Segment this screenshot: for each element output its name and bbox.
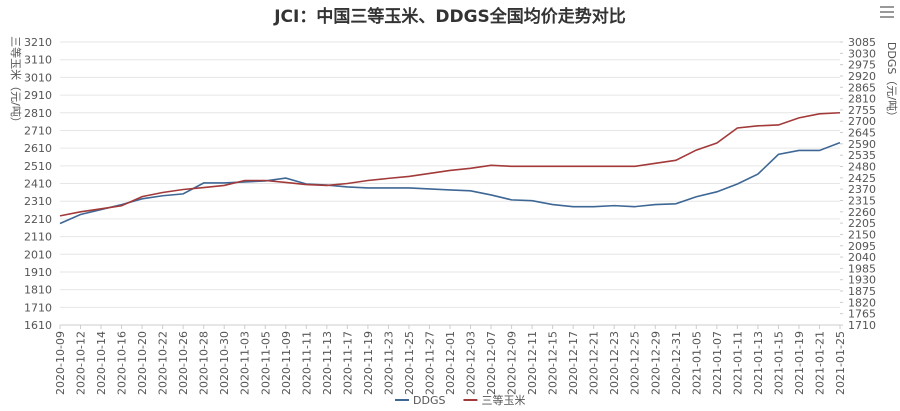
y-tick-label: 2710	[24, 124, 52, 137]
x-tick-label: 2020-10-09	[54, 331, 67, 395]
y2-tick-label: 2315	[848, 194, 876, 207]
y2-tick-label: 2480	[848, 161, 876, 174]
x-tick-label: 2020-11-03	[239, 331, 252, 395]
y-axis-label: 三等玉米（元/吨）	[9, 36, 23, 128]
x-tick-label: 2020-12-23	[608, 331, 621, 395]
menu-bar	[880, 16, 894, 18]
y-tick-label: 1610	[24, 319, 52, 332]
x-tick-label: 2020-10-12	[75, 331, 88, 395]
y2-tick-label: 2590	[848, 138, 876, 151]
x-tick-label: 2021-01-13	[752, 331, 765, 395]
y2-tick-label: 1820	[848, 296, 876, 309]
x-tick-label: 2020-12-29	[649, 331, 662, 395]
y2-tick-label: 3030	[848, 47, 876, 60]
x-tick-label: 2020-11-05	[259, 331, 272, 395]
y-tick-label: 2510	[24, 160, 52, 173]
y-tick-label: 3210	[24, 36, 52, 49]
y2-tick-label: 3085	[848, 36, 876, 49]
x-tick-label: 2020-10-26	[177, 331, 190, 395]
x-tick-label: 2020-12-09	[506, 331, 519, 395]
menu-bar	[880, 6, 894, 8]
y-tick-label: 2910	[24, 89, 52, 102]
series-line	[59, 111, 841, 217]
x-tick-label: 2020-11-25	[403, 331, 416, 395]
y-tick-label: 1910	[24, 266, 52, 279]
y-tick-label: 2610	[24, 142, 52, 155]
legend-item[interactable]: DDGS	[395, 394, 445, 407]
x-tick-label: 2020-12-15	[547, 331, 560, 395]
y2-tick-label: 2755	[848, 104, 876, 117]
y2-tick-label: 2700	[848, 115, 876, 128]
y2-tick-label: 2040	[848, 251, 876, 264]
x-tick-label: 2020-12-21	[588, 331, 601, 395]
y2-axis-label: DDGS（元/吨）	[885, 42, 898, 122]
x-tick-label: 2020-11-19	[362, 331, 375, 395]
y2-tick-label: 2810	[848, 93, 876, 106]
y2-tick-label: 2865	[848, 81, 876, 94]
y2-tick-label: 2095	[848, 240, 876, 253]
y-tick-label: 2310	[24, 195, 52, 208]
x-tick-label: 2020-12-17	[567, 331, 580, 395]
y2-tick-label: 2425	[848, 172, 876, 185]
y-tick-label: 3110	[24, 54, 52, 67]
y2-tick-label: 2205	[848, 217, 876, 230]
y2-tick-label: 2645	[848, 127, 876, 140]
x-tick-label: 2020-10-16	[116, 331, 129, 395]
y-tick-label: 2410	[24, 178, 52, 191]
x-tick-label: 2020-12-03	[465, 331, 478, 395]
y2-tick-label: 1765	[848, 308, 876, 321]
x-tick-label: 2021-01-11	[731, 331, 744, 395]
x-tick-label: 2021-01-25	[834, 331, 847, 395]
x-tick-label: 2021-01-07	[711, 331, 724, 395]
x-tick-label: 2020-10-22	[157, 331, 170, 395]
y2-tick-label: 2535	[848, 149, 876, 162]
y-tick-label: 3010	[24, 71, 52, 84]
x-tick-label: 2020-12-31	[670, 331, 683, 395]
x-tick-label: 2020-11-09	[280, 331, 293, 395]
y2-tick-label: 1985	[848, 262, 876, 275]
series-line	[59, 141, 841, 225]
x-tick-label: 2020-12-01	[444, 331, 457, 395]
legend-label: DDGS	[413, 394, 445, 407]
x-tick-label: 2020-12-11	[526, 331, 539, 395]
y-tick-label: 2110	[24, 231, 52, 244]
x-tick-label: 2020-10-14	[95, 331, 108, 395]
menu-bar	[880, 11, 894, 13]
legend-item[interactable]: 三等玉米	[463, 393, 525, 407]
x-tick-label: 2021-01-19	[793, 331, 806, 395]
x-tick-label: 2020-12-07	[485, 331, 498, 395]
y-tick-label: 2210	[24, 213, 52, 226]
y2-tick-label: 2975	[848, 59, 876, 72]
x-tick-label: 2021-01-21	[813, 331, 826, 395]
y-tick-label: 1710	[24, 301, 52, 314]
x-tick-label: 2020-10-30	[218, 331, 231, 395]
y2-tick-label: 2260	[848, 206, 876, 219]
x-tick-label: 2020-11-13	[321, 331, 334, 395]
x-tick-label: 2020-10-20	[136, 331, 149, 395]
y2-tick-label: 2150	[848, 228, 876, 241]
x-tick-label: 2020-10-28	[198, 331, 211, 395]
x-tick-label: 2020-11-11	[300, 331, 313, 395]
y2-tick-label: 2370	[848, 183, 876, 196]
x-tick-label: 2020-11-17	[341, 331, 354, 395]
y2-tick-label: 2920	[848, 70, 876, 83]
y-tick-label: 1810	[24, 284, 52, 297]
chart-title: JCI：中国三等玉米、DDGS全国均价走势对比	[273, 6, 626, 27]
x-tick-label: 2020-12-25	[629, 331, 642, 395]
y2-tick-label: 1710	[848, 319, 876, 332]
y2-tick-label: 1930	[848, 274, 876, 287]
x-tick-label: 2020-11-23	[382, 331, 395, 395]
y-tick-label: 2010	[24, 248, 52, 261]
y2-tick-label: 1875	[848, 285, 876, 298]
x-tick-label: 2021-01-05	[690, 331, 703, 395]
legend-label: 三等玉米	[481, 393, 525, 407]
x-tick-label: 2021-01-15	[772, 331, 785, 395]
menu-icon[interactable]	[880, 6, 894, 18]
x-tick-label: 2020-11-27	[423, 331, 436, 395]
y-tick-label: 2810	[24, 107, 52, 120]
